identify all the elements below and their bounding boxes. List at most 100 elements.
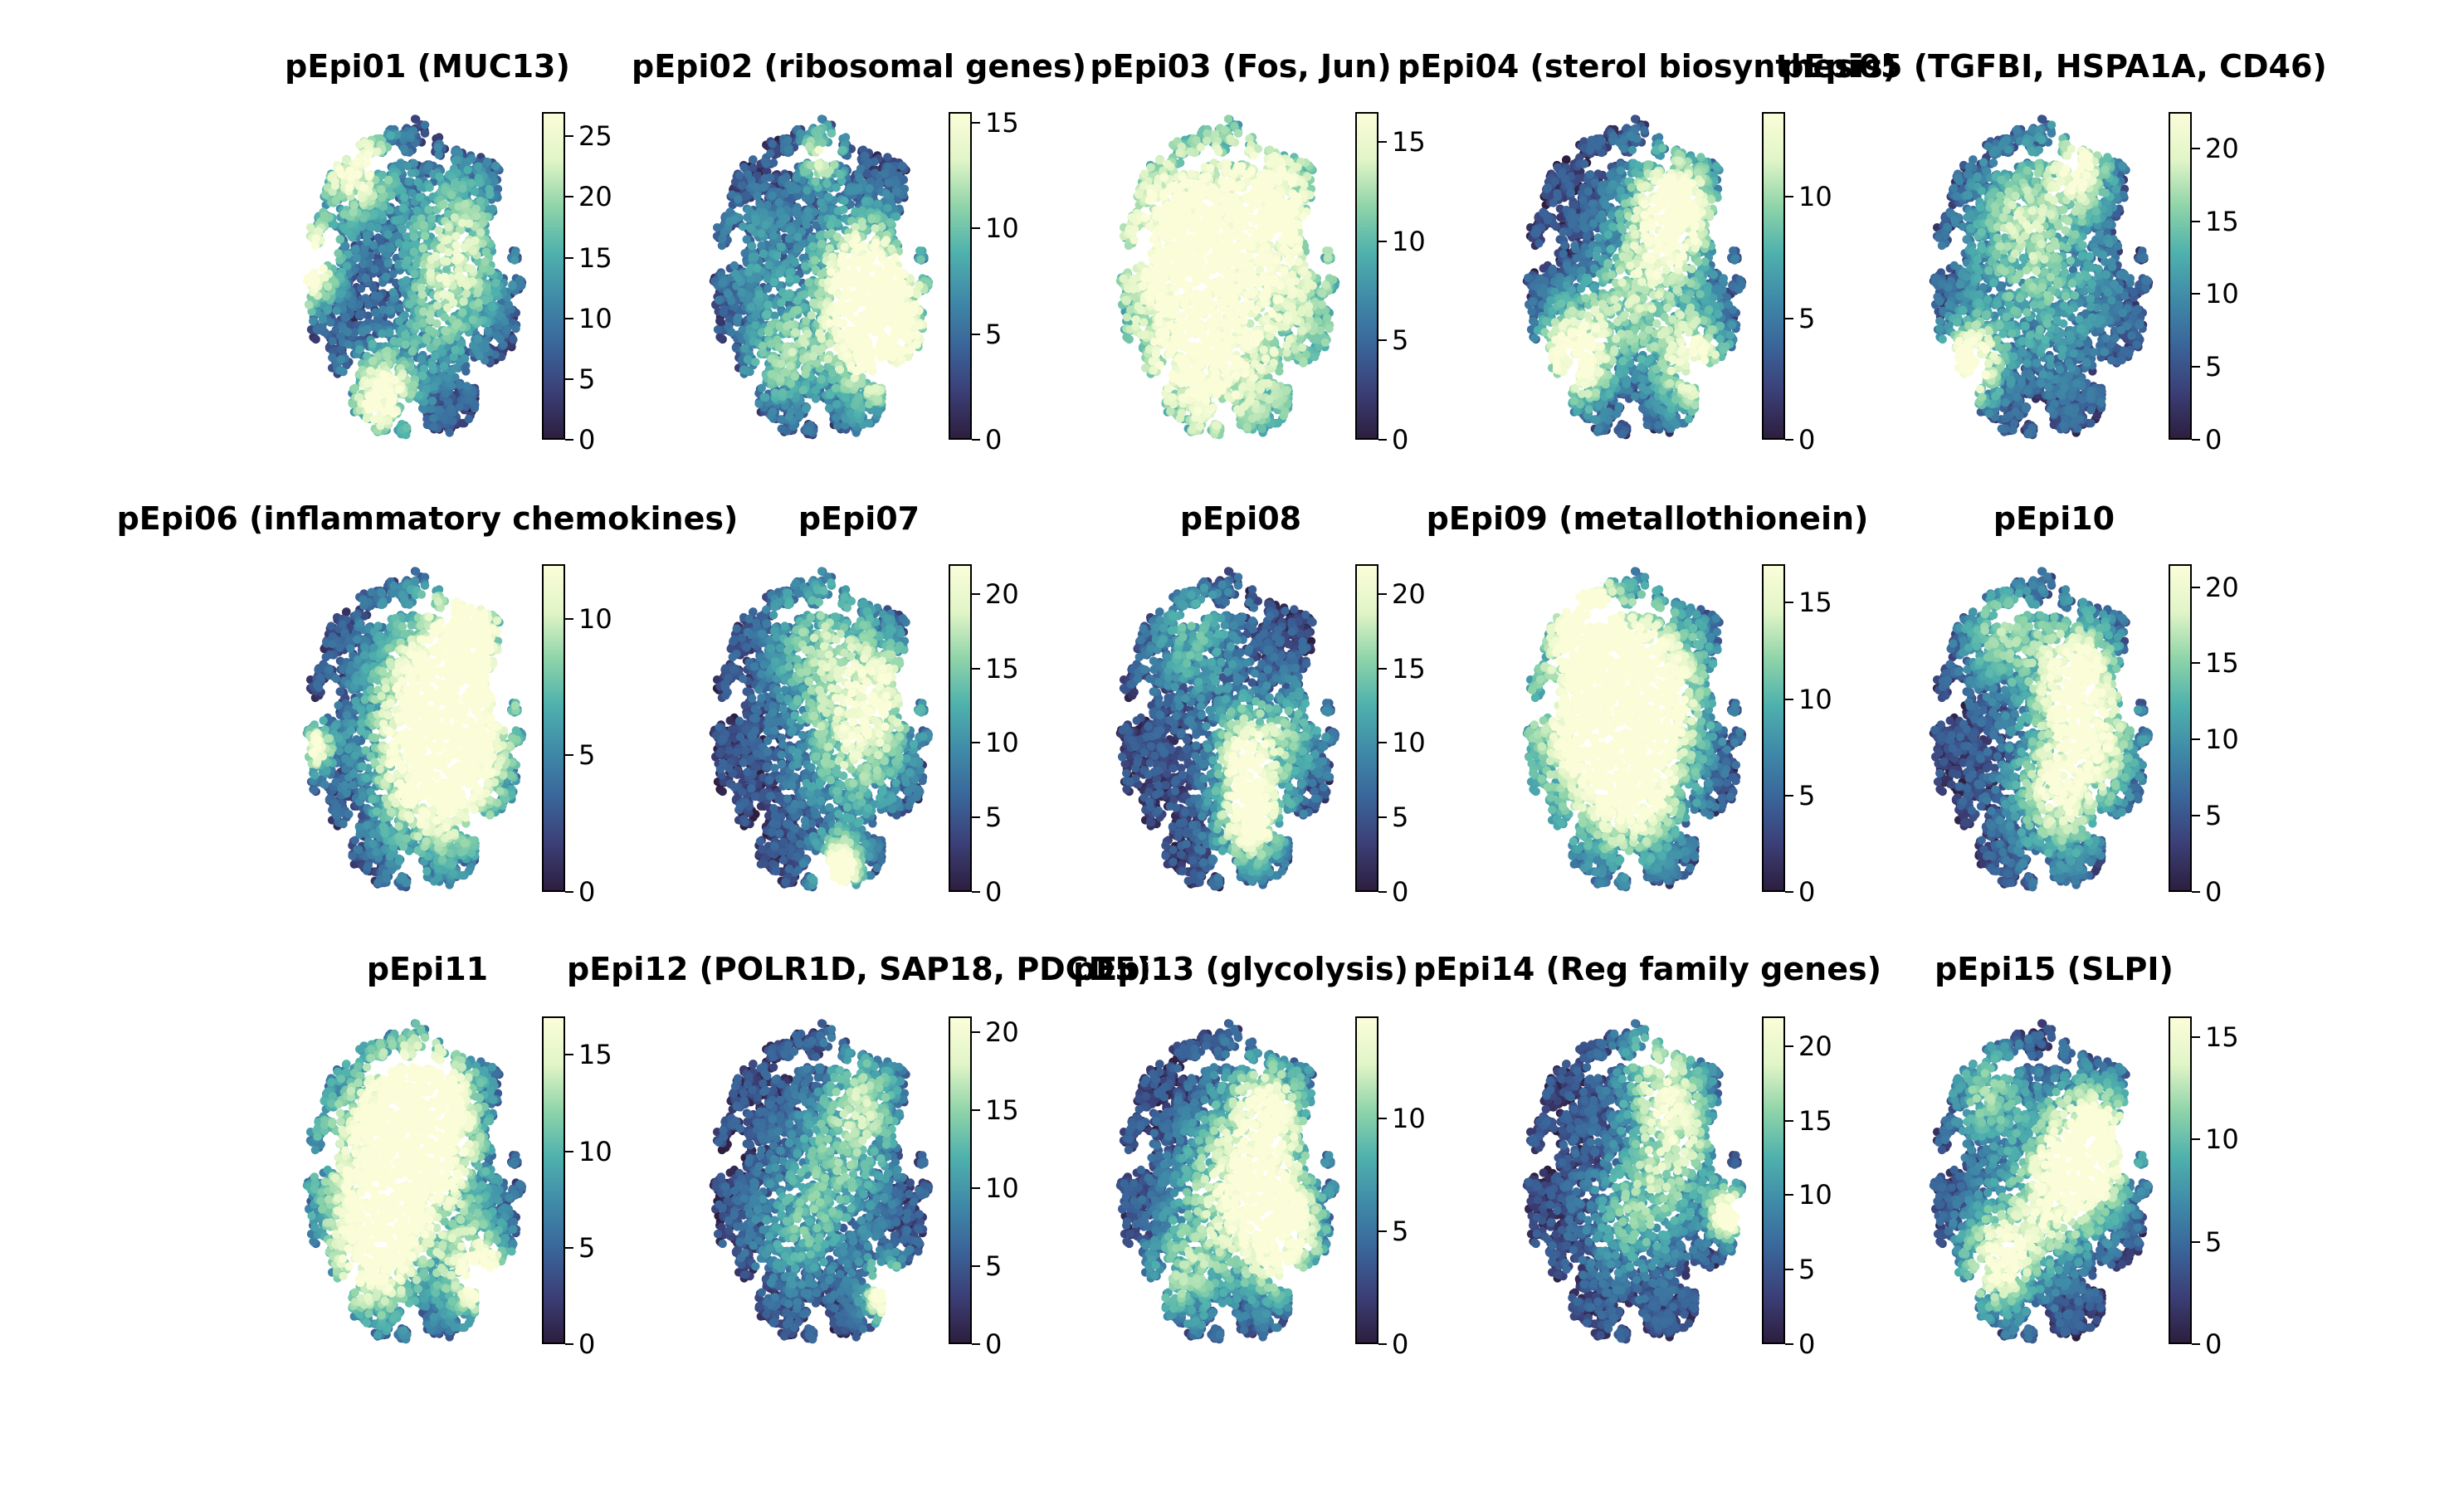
scatter-point <box>490 177 499 186</box>
scatter-point <box>361 294 370 303</box>
scatter-point <box>395 304 404 313</box>
colorbar-tick-label: 20 <box>578 183 612 210</box>
scatter-point <box>420 405 429 414</box>
scatter-point <box>420 231 430 241</box>
scatter-point <box>748 329 758 339</box>
scatter-point <box>434 150 443 159</box>
scatter-point <box>491 278 500 288</box>
scatter-point <box>511 324 520 334</box>
scatter-point <box>383 259 393 268</box>
scatter-point <box>383 230 393 239</box>
scatter-point <box>310 241 320 251</box>
scatter-point <box>461 354 470 363</box>
scatter-point <box>335 366 345 375</box>
scatter-point <box>447 190 456 200</box>
scatter-point <box>762 159 771 168</box>
scatter-point <box>357 266 366 275</box>
scatter-point <box>417 354 426 363</box>
scatter-point <box>824 192 833 202</box>
scatter-point <box>742 235 751 244</box>
colorbar <box>542 112 565 440</box>
scatter-point <box>419 221 428 230</box>
scatter-point <box>359 213 368 222</box>
scatter-point <box>769 277 778 287</box>
scatter-point <box>490 161 500 171</box>
scatter-point <box>861 197 871 206</box>
scatter-point <box>352 158 362 167</box>
scatter-point <box>846 409 855 418</box>
scatter-point <box>777 424 786 433</box>
scatter-point <box>460 243 469 252</box>
scatter-point <box>427 213 437 223</box>
scatter-point <box>439 290 448 299</box>
scatter-point <box>383 352 392 361</box>
scatter-point <box>409 247 418 256</box>
scatter-point <box>716 334 726 343</box>
scatter-point <box>328 337 337 346</box>
scatter-point <box>394 239 404 248</box>
scatter-point <box>474 298 483 308</box>
scatter-point <box>864 158 874 168</box>
scatter-point <box>495 334 505 344</box>
scatter-point <box>427 404 437 413</box>
scatter-point <box>455 380 464 390</box>
scatter-point <box>420 120 430 129</box>
scatter-point <box>725 314 734 324</box>
scatter-point <box>351 244 360 254</box>
scatter-point <box>770 311 779 320</box>
scatter-point <box>403 232 412 241</box>
scatter-point <box>897 161 907 171</box>
scatter-point <box>413 178 422 187</box>
scatter-point <box>774 197 783 207</box>
colorbar-tick-label: 10 <box>578 305 612 332</box>
scatter-point <box>463 157 472 167</box>
scatter-point <box>446 404 456 413</box>
scatter-point <box>422 420 432 430</box>
scatter-point <box>464 395 474 404</box>
scatter-point <box>345 183 354 192</box>
scatter-point <box>368 356 378 366</box>
scatter-point <box>409 380 418 389</box>
scatter-point <box>890 178 900 188</box>
scatter-point <box>328 353 337 363</box>
scatter-point <box>404 177 413 186</box>
scatter-point <box>401 330 410 339</box>
scatter-point <box>746 223 755 233</box>
scatter-point <box>435 172 444 182</box>
scatter-point <box>364 171 373 180</box>
scatter-point <box>381 272 391 281</box>
scatter-point <box>749 163 758 173</box>
scatter-point <box>461 199 470 209</box>
scatter-point <box>352 253 362 263</box>
scatter-point <box>742 191 751 200</box>
scatter-point <box>883 203 892 212</box>
scatter-point <box>379 375 388 384</box>
scatter-point <box>420 129 430 138</box>
scatter-point <box>466 178 476 188</box>
scatter-point <box>757 241 766 251</box>
scatter-point <box>388 270 398 279</box>
scatter-point <box>746 275 755 284</box>
scatter-point <box>396 158 405 168</box>
scatter-point <box>339 223 349 233</box>
scatter-point <box>444 222 453 231</box>
scatter-point <box>458 308 467 317</box>
scatter-point <box>793 232 803 241</box>
scatter-point <box>410 294 419 303</box>
scatter-point <box>458 184 467 193</box>
scatter-point <box>417 290 427 300</box>
scatter-point <box>768 407 777 417</box>
scatter-point <box>832 413 841 422</box>
scatter-point <box>329 220 339 229</box>
scatter-point <box>441 326 450 336</box>
scatter-point <box>320 273 329 282</box>
scatter-point <box>419 364 429 373</box>
scatter-point <box>763 275 772 284</box>
scatter-point <box>734 313 743 322</box>
scatter-point <box>369 209 378 219</box>
scatter-point <box>366 367 375 376</box>
scatter-point <box>439 256 449 266</box>
scatter-point <box>308 270 317 280</box>
scatter-point <box>753 192 762 201</box>
